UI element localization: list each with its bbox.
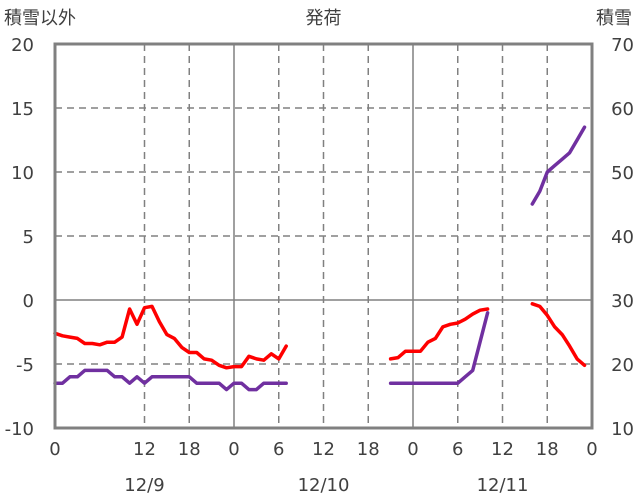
right-y-tick-label: 20 bbox=[611, 355, 634, 376]
date-label: 12/10 bbox=[298, 475, 350, 496]
left-y-tick-label: -5 bbox=[16, 355, 34, 376]
x-tick-label: 0 bbox=[407, 439, 418, 460]
x-tick-label: 18 bbox=[178, 439, 201, 460]
red-series-line bbox=[530, 302, 587, 368]
plot-area bbox=[53, 42, 594, 430]
right-y-tick-label: 70 bbox=[611, 35, 634, 56]
series-layer bbox=[53, 125, 587, 392]
left-y-tick-label: 0 bbox=[23, 291, 34, 312]
x-tick-label: 18 bbox=[536, 439, 559, 460]
x-tick-label: 0 bbox=[228, 439, 239, 460]
date-label: 12/9 bbox=[124, 475, 164, 496]
left-y-tick-label: 10 bbox=[11, 163, 34, 184]
x-tick-label: 18 bbox=[357, 439, 380, 460]
left-y-tick-label: 15 bbox=[11, 99, 34, 120]
purple-series-line bbox=[530, 125, 587, 206]
date-labels: 12/9 12/10 12/11 bbox=[124, 475, 528, 496]
x-tick-label: 12 bbox=[312, 439, 335, 460]
date-label: 12/11 bbox=[477, 475, 529, 496]
grid bbox=[55, 44, 592, 428]
plot-frame bbox=[53, 42, 594, 430]
right-y-tick-label: 40 bbox=[611, 227, 634, 248]
purple-series-line bbox=[388, 311, 490, 385]
left-y-tick-labels: 20 15 10 5 0 -5 -10 bbox=[5, 35, 34, 440]
left-y-tick-label: -10 bbox=[5, 419, 34, 440]
x-tick-label: 6 bbox=[452, 439, 463, 460]
left-y-tick-label: 20 bbox=[11, 35, 34, 56]
right-y-tick-label: 10 bbox=[611, 419, 634, 440]
right-axis-label: 積雪 bbox=[596, 8, 632, 29]
x-tick-label: 0 bbox=[586, 439, 597, 460]
purple-series-line bbox=[53, 368, 288, 392]
right-y-tick-labels: 70 60 50 40 30 20 10 bbox=[611, 35, 634, 440]
x-tick-labels: 0 12 18 0 6 12 18 0 6 12 18 0 bbox=[49, 439, 597, 460]
right-y-tick-label: 50 bbox=[611, 163, 634, 184]
right-y-tick-label: 60 bbox=[611, 99, 634, 120]
x-tick-label: 6 bbox=[273, 439, 284, 460]
right-y-tick-label: 30 bbox=[611, 291, 634, 312]
red-series-line bbox=[53, 304, 288, 370]
x-tick-label: 12 bbox=[133, 439, 156, 460]
x-tick-label: 12 bbox=[491, 439, 514, 460]
x-tick-label: 0 bbox=[49, 439, 60, 460]
chart-title: 発荷 bbox=[306, 8, 342, 29]
red-series-line bbox=[388, 307, 490, 361]
left-y-tick-label: 5 bbox=[23, 227, 34, 248]
left-axis-label: 積雪以外 bbox=[4, 8, 76, 29]
